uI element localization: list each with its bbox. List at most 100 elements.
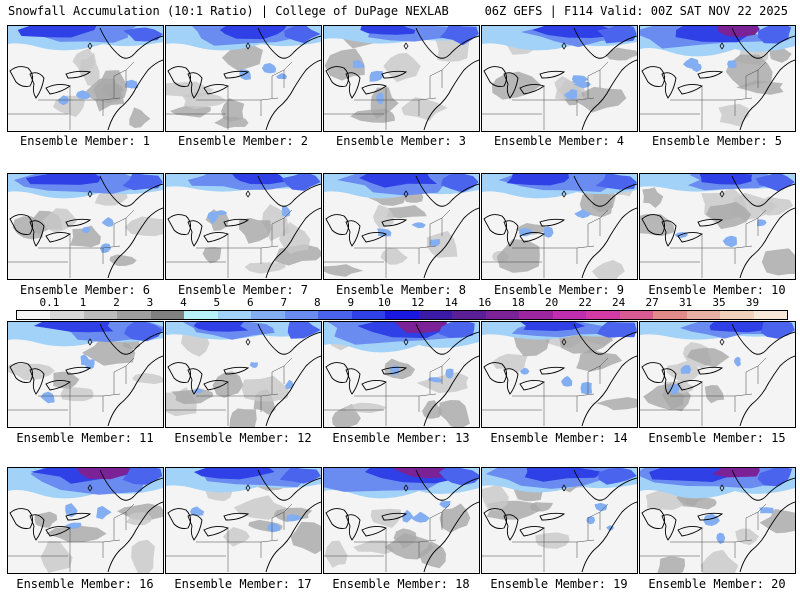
colorbar-swatch	[720, 311, 754, 319]
ensemble-map-panel	[165, 321, 322, 428]
colorbar-label: 6	[247, 296, 254, 309]
snowfall-map	[166, 468, 321, 573]
ensemble-member-label: Ensemble Member: 14	[490, 431, 628, 445]
colorbar-label: 1	[79, 296, 87, 309]
colorbar-label: 31	[678, 296, 693, 309]
colorbar-label: 2	[113, 296, 120, 309]
snowfall-map	[640, 468, 795, 573]
snowfall-colorbar	[16, 310, 788, 320]
snowfall-map	[640, 322, 795, 427]
ensemble-map-panel	[639, 321, 796, 428]
ensemble-member-label: Ensemble Member: 3	[335, 134, 467, 148]
colorbar-swatch	[552, 311, 587, 319]
ensemble-map-panel	[7, 321, 164, 428]
ensemble-map-panel	[323, 25, 480, 132]
colorbar-label: 9	[347, 296, 355, 309]
colorbar-label: 5	[213, 296, 221, 309]
colorbar-label: 12	[411, 296, 425, 309]
snowfall-map	[640, 174, 795, 279]
colorbar-swatch	[519, 311, 553, 319]
colorbar-label: 22	[578, 296, 592, 309]
colorbar-swatch	[251, 311, 285, 319]
colorbar-swatch	[50, 311, 84, 319]
colorbar-label: 0.1	[39, 296, 60, 309]
snowfall-map	[166, 26, 321, 131]
ensemble-member-label: Ensemble Member: 15	[648, 431, 786, 445]
ensemble-member-label: Ensemble Member: 12	[174, 431, 312, 445]
ensemble-map-panel	[481, 467, 638, 574]
colorbar-swatch	[586, 311, 620, 319]
colorbar-label: 7	[280, 296, 288, 309]
ensemble-map-panel	[639, 25, 796, 132]
colorbar-swatch	[619, 311, 654, 319]
ensemble-member-label: Ensemble Member: 5	[651, 134, 783, 148]
ensemble-member-label: Ensemble Member: 20	[648, 577, 786, 591]
colorbar-label: 24	[611, 296, 626, 309]
colorbar-swatch	[452, 311, 486, 319]
colorbar-swatch	[385, 311, 419, 319]
snowfall-map	[324, 322, 479, 427]
snowfall-map	[482, 174, 637, 279]
colorbar-swatch	[318, 311, 352, 319]
ensemble-member-label: Ensemble Member: 11	[16, 431, 154, 445]
ensemble-member-label: Ensemble Member: 18	[332, 577, 470, 591]
snowfall-map	[324, 174, 479, 279]
ensemble-map-panel	[639, 467, 796, 574]
colorbar-swatch	[184, 311, 218, 319]
colorbar-swatch	[653, 311, 687, 319]
ensemble-map-panel	[323, 173, 480, 280]
ensemble-member-label: Ensemble Member: 9	[493, 283, 625, 297]
snowfall-map	[8, 26, 163, 131]
ensemble-member-label: Ensemble Member: 17	[174, 577, 312, 591]
colorbar-label: 20	[545, 296, 559, 309]
ensemble-map-panel	[7, 173, 164, 280]
colorbar-swatch	[83, 311, 118, 319]
ensemble-member-label: Ensemble Member: 10	[648, 283, 786, 297]
snowfall-map	[8, 468, 163, 573]
snowfall-map	[166, 174, 321, 279]
colorbar-swatch	[485, 311, 520, 319]
colorbar-swatch	[753, 311, 788, 319]
map-title: Snowfall Accumulation (10:1 Ratio) | Col…	[8, 4, 449, 18]
colorbar-label: 3	[146, 296, 154, 309]
colorbar-swatch	[284, 311, 319, 319]
colorbar-swatch	[217, 311, 252, 319]
colorbar-label: 4	[180, 296, 187, 309]
colorbar-swatch	[17, 311, 51, 319]
colorbar-label: 10	[377, 296, 391, 309]
ensemble-member-label: Ensemble Member: 16	[16, 577, 154, 591]
colorbar-label: 8	[313, 296, 321, 309]
colorbar-label: 35	[712, 296, 726, 309]
colorbar-label: 16	[478, 296, 492, 309]
snowfall-map	[482, 322, 637, 427]
ensemble-map-panel	[165, 173, 322, 280]
colorbar-label: 27	[645, 296, 659, 309]
colorbar-swatch	[117, 311, 151, 319]
ensemble-member-label: Ensemble Member: 19	[490, 577, 628, 591]
ensemble-member-label: Ensemble Member: 7	[177, 283, 309, 297]
ensemble-map-panel	[7, 25, 164, 132]
snowfall-map	[166, 322, 321, 427]
snowfall-map	[482, 26, 637, 131]
ensemble-member-label: Ensemble Member: 6	[19, 283, 151, 297]
colorbar-swatch	[351, 311, 386, 319]
ensemble-map-panel	[481, 173, 638, 280]
ensemble-member-label: Ensemble Member: 4	[493, 134, 625, 148]
snowfall-map	[640, 26, 795, 131]
ensemble-map-panel	[481, 25, 638, 132]
run-valid-time: 06Z GEFS | F114 Valid: 00Z SAT NOV 22 20…	[484, 4, 788, 18]
colorbar-swatch	[150, 311, 185, 319]
ensemble-member-label: Ensemble Member: 8	[335, 283, 467, 297]
snowfall-map	[8, 174, 163, 279]
ensemble-map-panel	[165, 467, 322, 574]
ensemble-member-label: Ensemble Member: 2	[177, 134, 309, 148]
colorbar-labels: 0.1 1 2 3 4 5 6 7 8 9 10 12 14 16 18 20 22 24 27 31 35 39	[16, 296, 786, 309]
ensemble-map-panel	[323, 467, 480, 574]
ensemble-map-panel	[7, 467, 164, 574]
colorbar-swatch	[418, 311, 453, 319]
ensemble-map-panel	[323, 321, 480, 428]
colorbar-swatch	[686, 311, 721, 319]
snowfall-map	[8, 322, 163, 427]
colorbar-label: 14	[444, 296, 458, 309]
ensemble-member-label: Ensemble Member: 1	[19, 134, 151, 148]
